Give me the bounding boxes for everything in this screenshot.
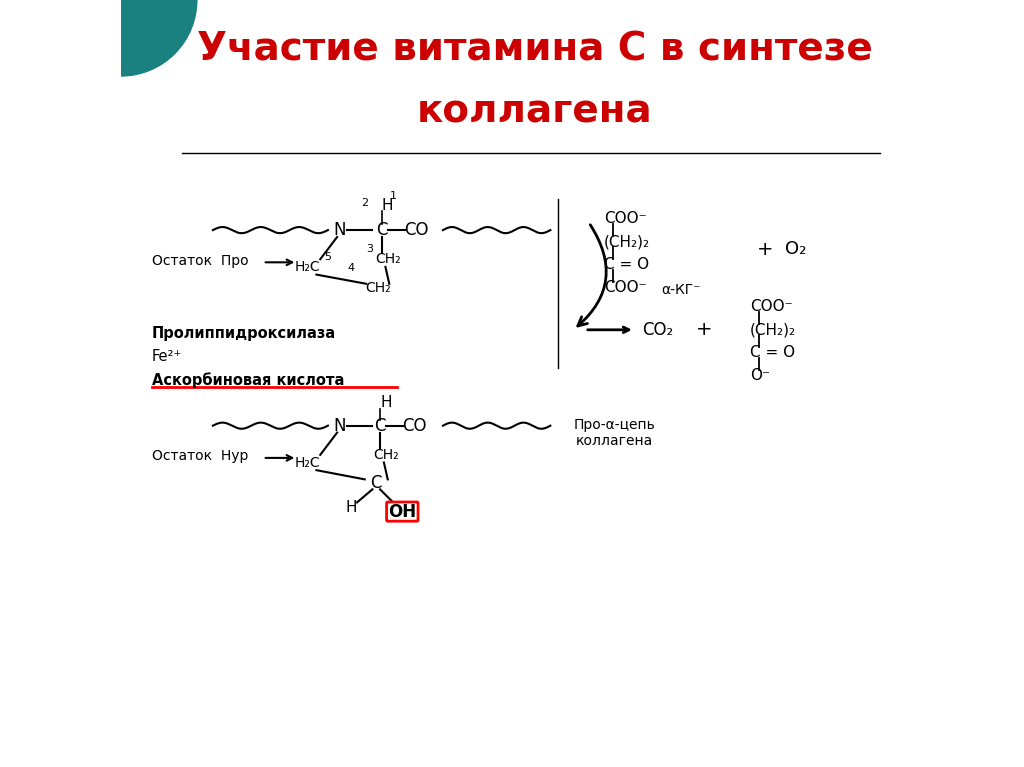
Text: (CH₂)₂: (CH₂)₂ [604,234,650,249]
Text: N: N [333,221,346,239]
Text: H: H [346,500,357,515]
Text: Пролиппидроксилаза: Пролиппидроксилаза [152,326,336,341]
Text: COO⁻: COO⁻ [604,280,647,295]
Text: C: C [376,221,387,239]
Text: O⁻: O⁻ [750,368,770,384]
Text: C: C [371,474,382,492]
Text: +: + [757,240,773,258]
Text: 2: 2 [361,198,369,209]
Text: C: C [375,416,386,435]
Text: O₂: O₂ [785,240,807,258]
Text: Остаток  Нур: Остаток Нур [152,449,248,463]
FancyBboxPatch shape [387,502,418,522]
Text: 4: 4 [347,263,354,274]
Text: Про-α-цепь
коллагена: Про-α-цепь коллагена [573,418,655,449]
Text: H₂C: H₂C [294,456,321,469]
Text: COO⁻: COO⁻ [750,299,793,314]
Text: H: H [382,198,393,213]
Text: CO: CO [403,221,428,239]
Text: коллагена: коллагена [417,92,653,130]
Text: α-КГ⁻: α-КГ⁻ [662,283,701,297]
FancyArrowPatch shape [578,225,606,326]
Text: 3: 3 [367,244,374,255]
Text: 5: 5 [325,252,332,262]
Text: Участие витамина С в синтезе: Участие витамина С в синтезе [198,31,872,69]
Text: Остаток  Про: Остаток Про [152,254,248,268]
Text: Аскорбиновая кислота: Аскорбиновая кислота [152,372,344,387]
Text: +: + [695,321,712,339]
Text: 1: 1 [389,190,396,201]
Text: H: H [381,395,392,410]
Text: CO: CO [402,416,427,435]
Text: Fe²⁺: Fe²⁺ [152,349,182,364]
Text: CO₂: CO₂ [642,321,674,339]
Text: (CH₂)₂: (CH₂)₂ [750,322,796,337]
Text: C = O: C = O [750,345,795,360]
Text: CH₂: CH₂ [374,448,399,462]
Text: H₂C: H₂C [294,260,321,274]
Text: CH₂: CH₂ [365,281,390,295]
Text: CH₂: CH₂ [375,252,400,266]
Wedge shape [121,0,198,77]
Text: C = O: C = O [604,257,649,272]
Text: OH: OH [388,502,417,521]
Text: N: N [333,416,346,435]
Text: COO⁻: COO⁻ [604,211,647,226]
